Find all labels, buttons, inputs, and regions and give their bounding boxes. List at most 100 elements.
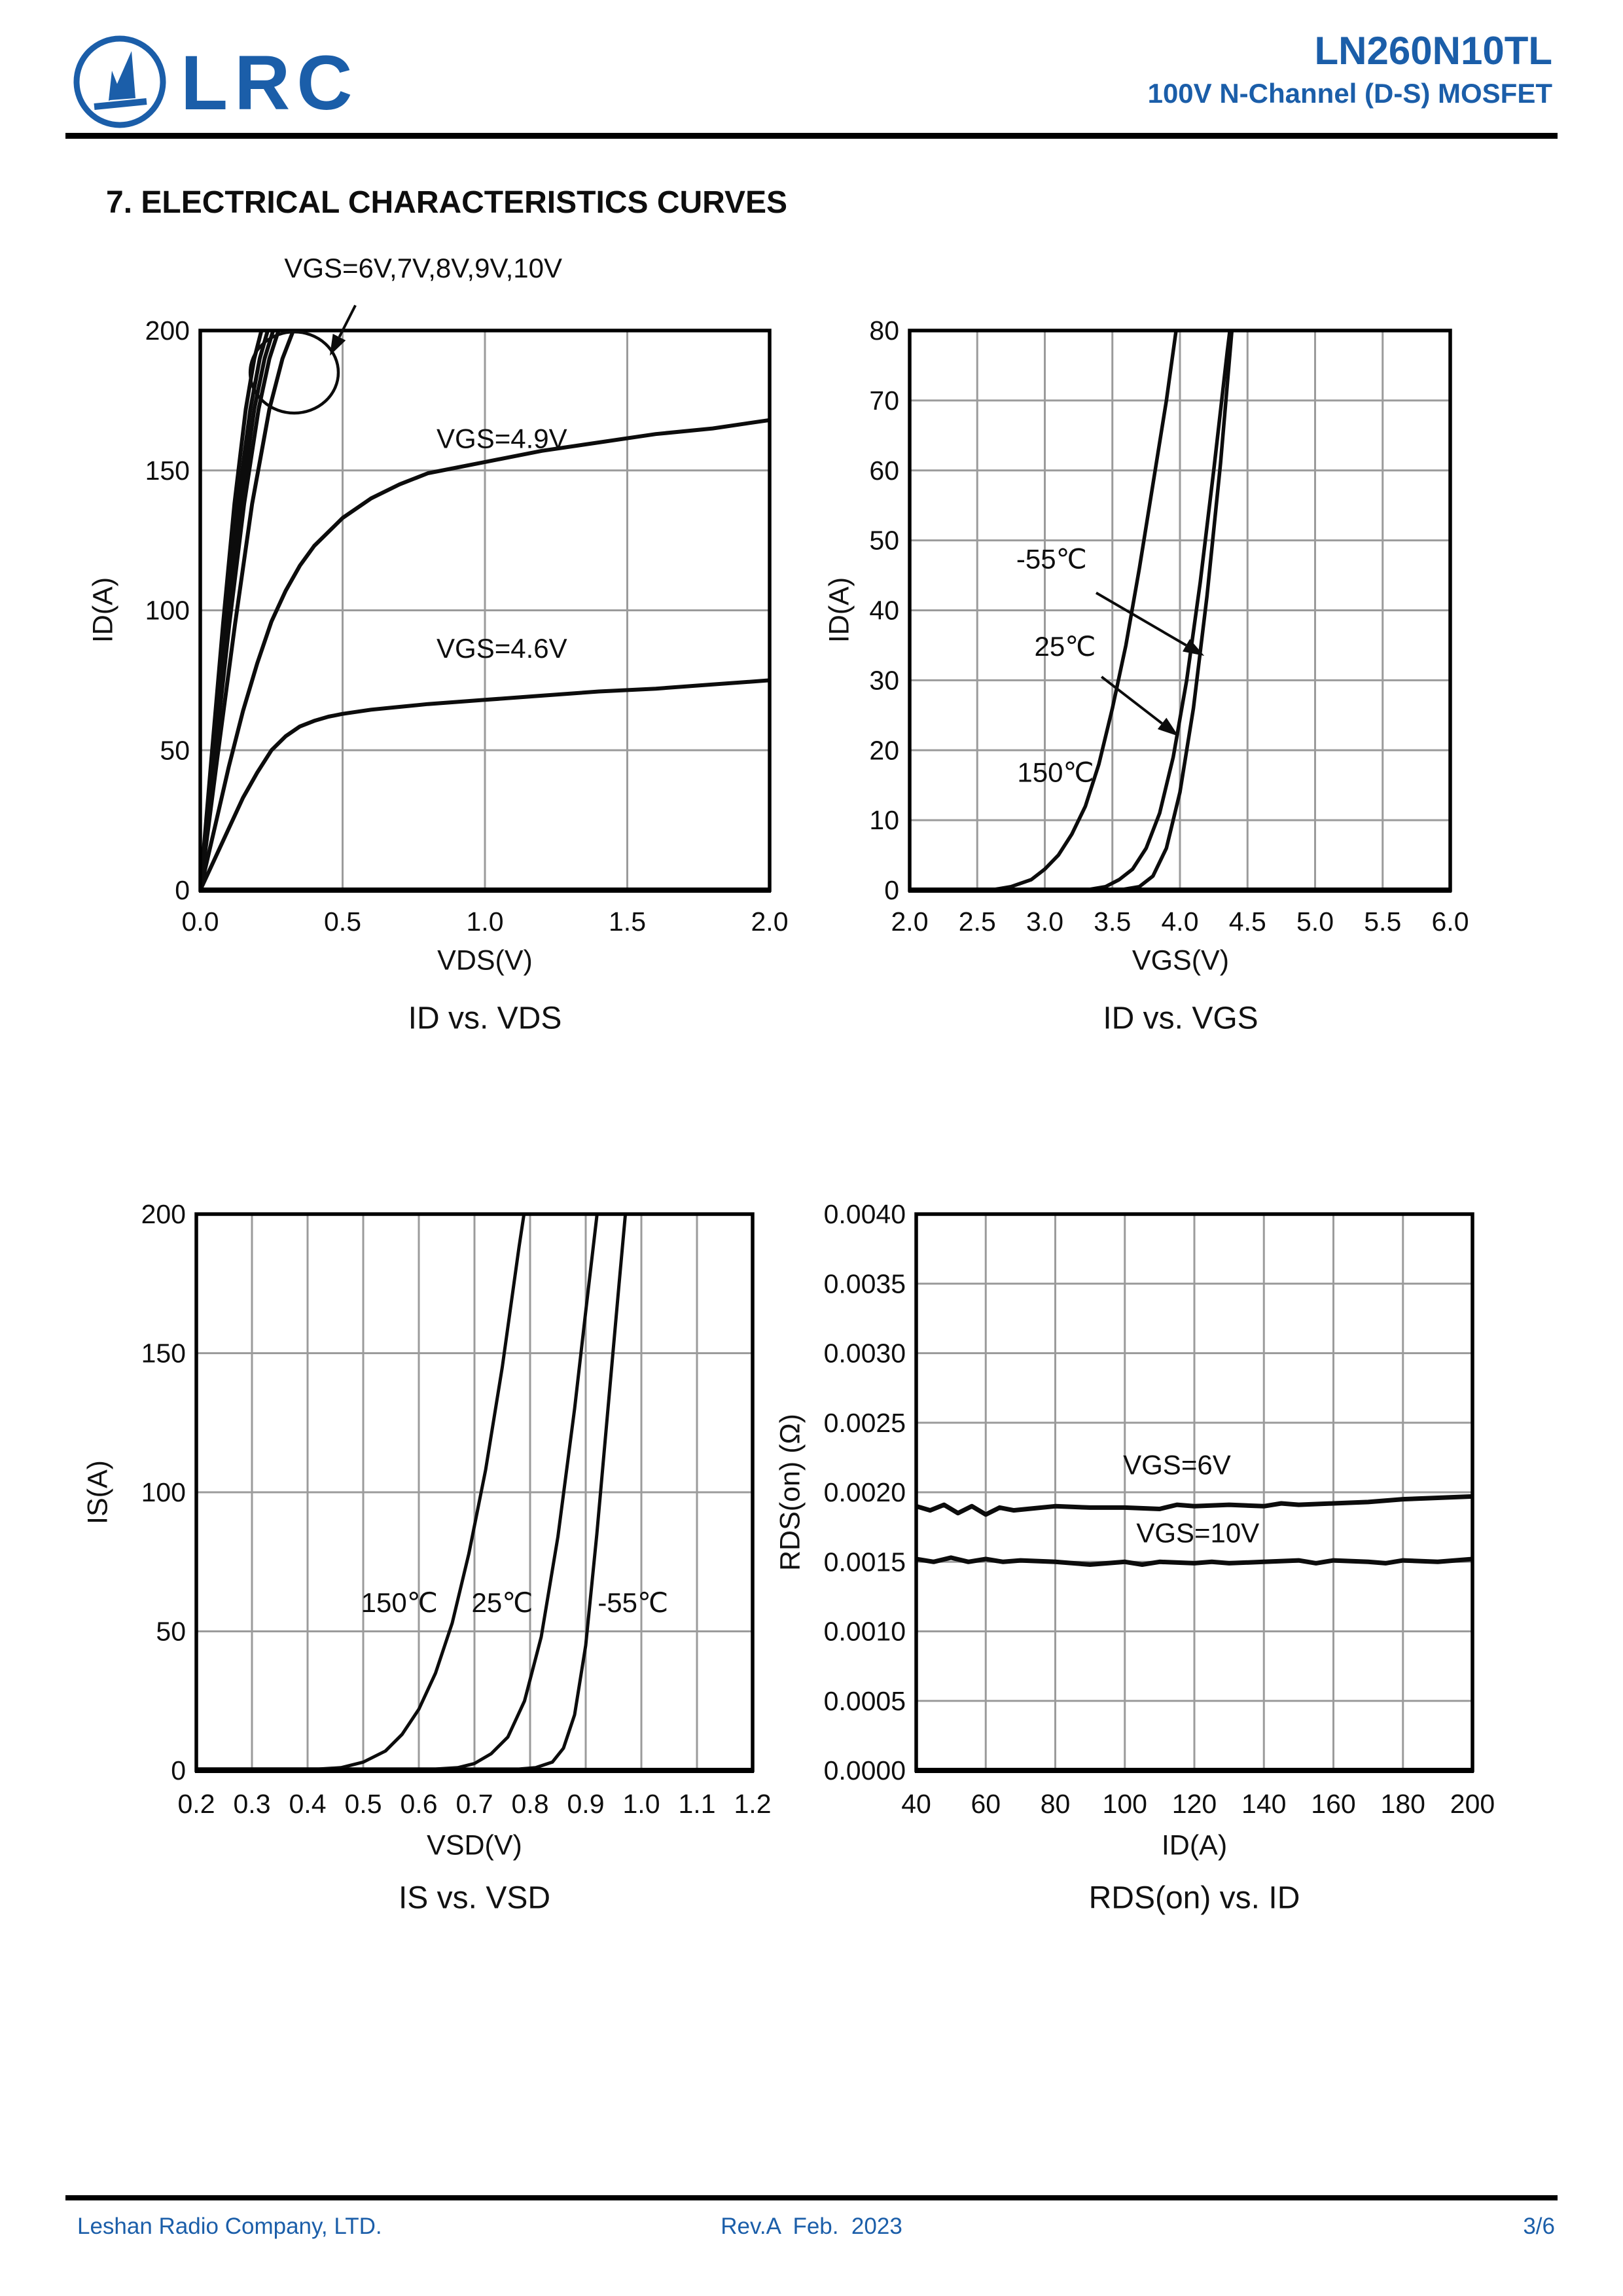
curve--55c — [910, 331, 1234, 890]
y-tick-label: 0 — [884, 875, 899, 905]
x-tick-label: 1.0 — [467, 906, 504, 937]
x-tick-label: 3.0 — [1026, 906, 1063, 937]
y-tick-label: 60 — [869, 456, 899, 486]
x-tick-label: 5.0 — [1296, 906, 1334, 937]
annotation-arrowhead-icon — [1182, 639, 1205, 656]
chart1-ylabel: ID(A) — [87, 577, 119, 643]
x-tick-label: 1.0 — [623, 1789, 660, 1819]
y-tick-label: 0.0025 — [824, 1408, 906, 1438]
footer-page-number: 3/6 — [1523, 2214, 1555, 2239]
curve-150c — [910, 331, 1178, 890]
chart3-xlabel: VSD(V) — [427, 1829, 522, 1861]
y-tick-label: 10 — [869, 805, 899, 835]
curve-25c — [910, 331, 1232, 890]
chart-4-plot: 40 60 80 100 120 140 160 180 200 0.0000 0.0005 0.00… — [824, 1199, 1495, 1819]
y-tick-label: 200 — [145, 315, 190, 346]
x-tick-label: 0.4 — [289, 1789, 327, 1819]
x-tick-label: 0.6 — [401, 1789, 438, 1819]
annotation-arrow-line — [1095, 592, 1187, 647]
x-tick-label: 2.0 — [891, 906, 929, 937]
curve-vgs6v — [200, 331, 296, 890]
chart3-ylabel: IS(A) — [82, 1460, 114, 1524]
annotation-label: -55℃ — [1016, 543, 1087, 574]
x-tick-label: 4.0 — [1162, 906, 1199, 937]
x-tick-label: 1.1 — [679, 1789, 716, 1819]
annotation-label: VGS=10V — [1136, 1518, 1259, 1549]
curve-vgs4.6v — [200, 678, 770, 890]
chart4-title: RDS(on) vs. ID — [1088, 1880, 1300, 1916]
y-tick-label: 0.0010 — [824, 1617, 906, 1647]
footer-company: Leshan Radio Company, LTD. — [77, 2214, 382, 2239]
y-tick-label: 100 — [145, 596, 190, 626]
y-tick-label: 150 — [141, 1338, 186, 1369]
chart-2-plot: 2.0 2.5 3.0 3.5 4.0 4.5 5.0 5.5 6.0 0 10 20 30 40 50 60… — [869, 315, 1469, 937]
chart4-ylabel: RDS(on) (Ω) — [774, 1414, 806, 1571]
x-tick-label: 0.9 — [567, 1789, 605, 1819]
curve-vgs4.9v — [200, 418, 770, 890]
part-subtitle: 100V N-Channel (D-S) MOSFET — [1147, 78, 1552, 109]
x-tick-label: 1.2 — [734, 1789, 772, 1819]
x-tick-label: 4.5 — [1229, 906, 1266, 937]
chart-1-plot: 0.0 0.5 1.0 1.5 2.0 0 50 100 150 200 VGS=6V,7V,8V,… — [145, 253, 789, 937]
curve-25c — [196, 1214, 599, 1770]
y-tick-label: 150 — [145, 456, 190, 486]
y-tick-label: 100 — [141, 1477, 186, 1507]
annotation-label: VGS=4.6V — [437, 633, 567, 664]
y-tick-label: 20 — [869, 735, 899, 765]
curve-vgs6v — [916, 1494, 1472, 1517]
lrc-logo-icon — [71, 33, 169, 134]
y-tick-label: 40 — [869, 596, 899, 626]
curve--55c — [196, 1214, 628, 1770]
footer-revision: Rev.A Feb. 2023 — [721, 2214, 902, 2239]
x-tick-label: 0.2 — [178, 1789, 215, 1819]
chart2-title: ID vs. VGS — [1103, 1001, 1258, 1036]
part-number: LN260N10TL — [1314, 29, 1552, 73]
y-tick-label: 50 — [160, 735, 190, 765]
y-tick-label: 0.0005 — [824, 1686, 906, 1716]
annotation-label: 25℃ — [1035, 631, 1096, 662]
x-tick-label: 0.5 — [345, 1789, 382, 1819]
brand-text: LRC — [181, 40, 359, 126]
x-tick-label: 0.7 — [456, 1789, 493, 1819]
y-tick-label: 0.0030 — [824, 1338, 906, 1369]
y-tick-label: 70 — [869, 386, 899, 416]
annotation-label: -55℃ — [597, 1587, 668, 1618]
x-tick-label: 6.0 — [1432, 906, 1469, 937]
chart4-xlabel: ID(A) — [1161, 1829, 1228, 1861]
y-tick-label: 0.0015 — [824, 1547, 906, 1577]
annotation-label: VGS=6V,7V,8V,9V,10V — [284, 253, 562, 283]
x-tick-label: 2.0 — [751, 906, 789, 937]
x-tick-label: 2.5 — [959, 906, 996, 937]
curve-vgs10v — [916, 1555, 1472, 1567]
annotation-arrow-line — [338, 304, 357, 338]
annotation-label: 150℃ — [1017, 757, 1094, 787]
header-rule — [65, 133, 1558, 139]
y-tick-label: 50 — [869, 526, 899, 556]
chart1-xlabel: VDS(V) — [437, 944, 533, 977]
annotation-arrow-line — [1101, 675, 1163, 725]
annotation-label: VGS=6V — [1123, 1449, 1231, 1480]
annotation-arrowhead-icon — [1157, 717, 1179, 736]
y-tick-label: 0.0040 — [824, 1199, 906, 1229]
y-tick-label: 50 — [156, 1617, 186, 1647]
y-tick-label: 0.0000 — [824, 1755, 906, 1785]
x-tick-label: 1.5 — [609, 906, 646, 937]
x-tick-label: 0.3 — [234, 1789, 271, 1819]
x-tick-label: 180 — [1381, 1789, 1425, 1819]
y-tick-label: 0.0020 — [824, 1477, 906, 1507]
annotation-arrowhead-icon — [329, 333, 346, 356]
annotation-label: 25℃ — [472, 1587, 533, 1618]
y-tick-label: 0.0035 — [824, 1268, 906, 1299]
chart2-xlabel: VGS(V) — [1132, 944, 1230, 977]
footer-rule — [65, 2195, 1558, 2200]
chart1-title: ID vs. VDS — [408, 1001, 562, 1036]
y-tick-label: 80 — [869, 315, 899, 346]
x-tick-label: 0.0 — [182, 906, 219, 937]
annotation-ellipse — [248, 330, 340, 415]
y-tick-label: 0 — [171, 1755, 186, 1785]
x-tick-label: 100 — [1103, 1789, 1147, 1819]
header-brand: LRC — [71, 34, 437, 132]
x-tick-label: 5.5 — [1364, 906, 1401, 937]
